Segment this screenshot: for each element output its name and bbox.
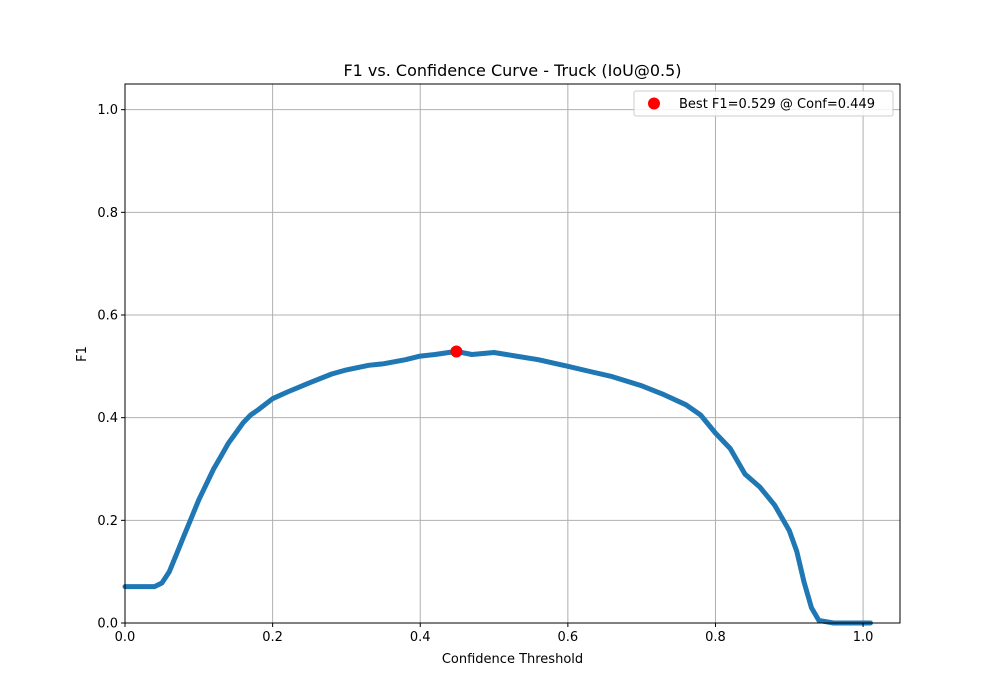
legend-marker <box>648 97 660 110</box>
x-tick-label: 1.0 <box>853 630 874 645</box>
legend-label: Best F1=0.529 @ Conf=0.449 <box>679 97 875 112</box>
y-tick-label: 0.0 <box>97 617 118 632</box>
y-tick-label: 0.2 <box>97 514 118 529</box>
plot-frame <box>124 83 901 624</box>
x-tick-label: 0.8 <box>705 630 726 645</box>
curve-layer <box>122 345 873 626</box>
y-tick-label: 1.0 <box>97 103 118 118</box>
y-tick-label: 0.4 <box>97 411 118 426</box>
x-tick-label: 0.4 <box>410 630 431 645</box>
x-tick-label: 0.2 <box>262 630 283 645</box>
y-axis-label: F1 <box>75 346 90 362</box>
x-axis-label: Confidence Threshold <box>442 652 583 667</box>
grid-lines <box>124 84 900 624</box>
y-tick-label: 0.8 <box>97 206 118 221</box>
best-f1-point <box>450 345 463 358</box>
y-tick-label: 0.6 <box>97 309 118 324</box>
legend: Best F1=0.529 @ Conf=0.449 <box>633 90 894 117</box>
f1-curve-line <box>122 348 873 626</box>
chart-title: F1 vs. Confidence Curve - Truck (IoU@0.5… <box>343 61 681 80</box>
axis-ticks: 0.0 0.2 0.4 0.6 0.8 1.0 0.0 0.2 0.4 0.6 0.8 1.0 <box>97 103 873 645</box>
x-tick-label: 0.6 <box>558 630 579 645</box>
legend-box <box>633 90 894 117</box>
x-tick-label: 0.0 <box>115 630 136 645</box>
